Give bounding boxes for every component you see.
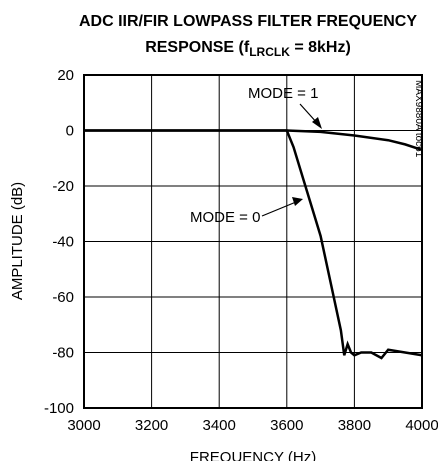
annotation: MODE = 1: [248, 85, 318, 102]
x-tick-label: 3800: [338, 417, 371, 434]
y-tick-label: -100: [44, 400, 74, 417]
y-tick-label: -20: [52, 178, 74, 195]
chart-title: ADC IIR/FIR LOWPASS FILTER FREQUENCY: [79, 13, 417, 30]
title-subscript: LRCLK: [249, 45, 290, 59]
x-tick-label: 3400: [203, 417, 236, 434]
series-line: [84, 129, 423, 360]
y-tick-label: 0: [66, 123, 74, 140]
y-tick-label: 20: [57, 67, 74, 84]
arrowhead: [312, 117, 322, 129]
series-line: [84, 129, 423, 152]
x-tick-label: 3200: [135, 417, 168, 434]
title-part: = 8kHz): [290, 39, 351, 56]
note: MAX9880A toc61: [413, 80, 424, 158]
y-tick-label: -80: [52, 345, 74, 362]
x-tick-label: 4000: [405, 417, 438, 434]
x-tick-label: 3000: [67, 417, 100, 434]
title-part: RESPONSE (f: [145, 39, 250, 56]
x-axis-label: FREQUENCY (Hz): [190, 449, 316, 461]
annotation: MODE = 0: [190, 209, 260, 226]
x-tick-label: 3600: [270, 417, 303, 434]
arrowhead: [292, 197, 303, 206]
arrow: [261, 201, 297, 217]
plot-frame: [83, 74, 423, 409]
y-axis-label: AMPLITUDE (dB): [9, 182, 26, 300]
y-tick-label: -40: [52, 234, 74, 251]
y-tick-label: -60: [52, 289, 74, 306]
chart-subtitle: RESPONSE (fLRCLK = 8kHz): [145, 39, 351, 59]
